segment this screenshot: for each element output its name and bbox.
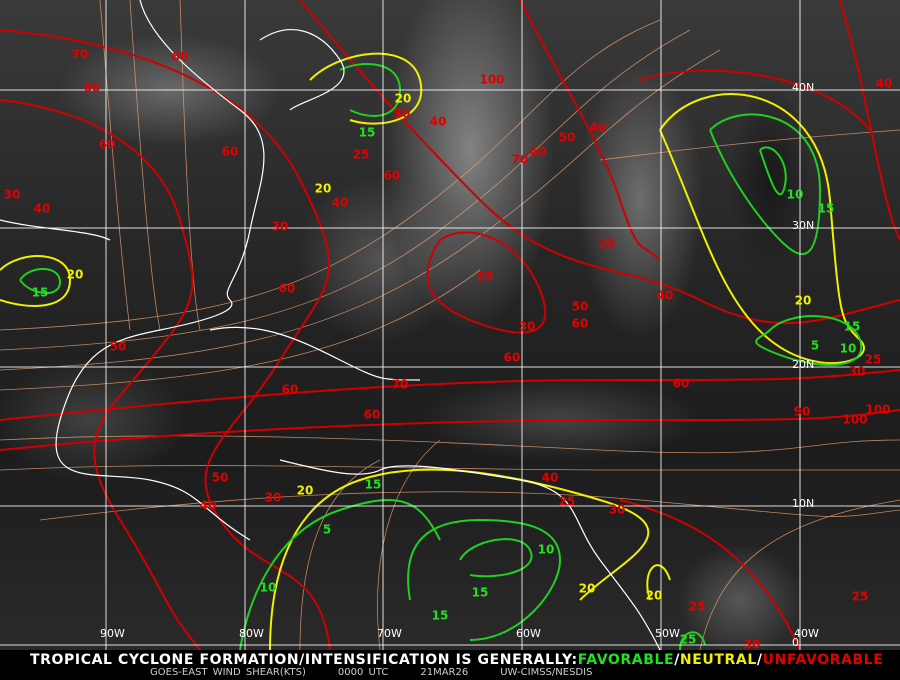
coastlines — [0, 0, 661, 650]
contour-label: 50 — [559, 131, 576, 145]
contour-label: 20 — [579, 582, 596, 596]
contour-label: 30 — [394, 107, 411, 121]
contour-label: 100 — [842, 413, 867, 427]
contour-label: 40 — [876, 77, 893, 91]
contour-label: 60 — [84, 81, 101, 95]
legend-unfavorable: UNFAVORABLE — [762, 652, 884, 668]
contour-label: 15 — [32, 286, 49, 300]
longitude-label: 60W — [516, 627, 541, 640]
contour-label: 90 — [794, 405, 811, 419]
longitude-label: 50W — [655, 627, 680, 640]
contour-label: 15 — [844, 320, 861, 334]
graticule: 40N 30N 20N 10N 0 90W 80W 70W 60W 50W 40W — [0, 0, 900, 650]
product: GOES-EAST WIND SHEAR(KTS) — [150, 667, 306, 678]
time: 0000 UTC — [337, 667, 389, 678]
contour-label: 60 — [384, 169, 401, 183]
legend-prefix: TROPICAL CYCLONE FORMATION/INTENSIFICATI… — [30, 652, 578, 668]
contour-label: 30 — [265, 491, 282, 505]
contour-label: 25 — [559, 495, 576, 509]
legend-line: TROPICAL CYCLONE FORMATION/INTENSIFICATI… — [30, 652, 883, 668]
satellite-image — [0, 0, 900, 650]
contour-label: 25 — [599, 237, 616, 251]
legend-separator: / — [756, 652, 763, 668]
contour-label: 10 — [260, 581, 277, 595]
source: UW-CIMSS/NESDIS — [500, 667, 593, 678]
contour-label: 25 — [353, 148, 370, 162]
contour-label: 100 — [865, 403, 890, 417]
contour-label: 70 — [72, 48, 89, 62]
contour-label: 70 — [512, 153, 529, 167]
contour-label: 25 — [852, 590, 869, 604]
legend-neutral: NEUTRAL — [679, 652, 757, 668]
latitude-label: 20N — [792, 358, 814, 371]
contour-label: 60 — [673, 377, 690, 391]
contour-label: 30 — [4, 188, 21, 202]
contour-label: 60 — [364, 408, 381, 422]
contour-label: 60 — [279, 282, 296, 296]
contour-label: 40 — [34, 202, 51, 216]
contour-label: 30 — [519, 320, 536, 334]
longitude-label: 80W — [239, 627, 264, 640]
contour-label: 20 — [395, 92, 412, 106]
contour-label: 60 — [99, 138, 116, 152]
legend-separator: / — [674, 652, 680, 668]
contour-label: 50 — [110, 340, 127, 354]
contour-label: 60 — [504, 351, 521, 365]
longitude-label: 70W — [377, 627, 402, 640]
contour-label: 40 — [332, 196, 349, 210]
contour-label: 10 — [538, 543, 555, 557]
product-info: GOES-EAST WIND SHEAR(KTS) 0000 UTC 21MAR26… — [150, 667, 624, 678]
contour-label: 20 — [646, 589, 663, 603]
contour-label: 10 — [787, 188, 804, 202]
contour-label: 60 — [172, 50, 189, 64]
contour-label: 15 — [359, 126, 376, 140]
contour-label: 25 — [689, 600, 706, 614]
latitude-label: 0 — [792, 636, 799, 649]
contour-label: 20 — [795, 294, 812, 308]
contour-label: 60 — [572, 317, 589, 331]
contour-label: 25 — [865, 353, 882, 367]
contour-label: 15 — [472, 586, 489, 600]
streamlines — [0, 0, 900, 650]
contour-label: 60 — [222, 145, 239, 159]
contour-label: 60 — [282, 383, 299, 397]
contour-label: 50 — [212, 471, 229, 485]
contour-label: 50 — [572, 300, 589, 314]
contour-label: 20 — [67, 268, 84, 282]
longitude-label: 90W — [100, 627, 125, 640]
latitude-label: 10N — [792, 497, 814, 510]
contour-label: 30 — [744, 638, 761, 651]
contour-label: 30 — [849, 365, 866, 379]
contour-label: 30 — [609, 503, 626, 517]
contour-label: 40 — [430, 115, 447, 129]
contour-label: 70 — [392, 378, 409, 392]
contour-label: 30 — [272, 220, 289, 234]
date: 21MAR26 — [420, 667, 469, 678]
legend-favorable: FAVORABLE — [577, 652, 675, 668]
contour-label: 10 — [840, 342, 857, 356]
contour-label: 20 — [297, 484, 314, 498]
contour-label: 25 — [680, 633, 697, 647]
contour-label: 15 — [365, 478, 382, 492]
contour-label: 20 — [315, 182, 332, 196]
latitude-label: 40N — [792, 81, 814, 94]
longitude-label: 40W — [794, 627, 819, 640]
contour-label: 40 — [657, 289, 674, 303]
contour-label: 5 — [811, 339, 819, 353]
contour-label: 40 — [200, 499, 217, 513]
contour-label: 60 — [530, 145, 547, 159]
contour-label: 40 — [590, 121, 607, 135]
contour-label: 100 — [479, 73, 504, 87]
contours — [0, 0, 900, 650]
contour-label: 15 — [818, 202, 835, 216]
contour-label: 40 — [542, 471, 559, 485]
contour-label: 15 — [432, 609, 449, 623]
contour-label: 25 — [477, 270, 494, 284]
latitude-label: 30N — [792, 219, 814, 232]
contour-label: 5 — [323, 523, 331, 537]
footer: TROPICAL CYCLONE FORMATION/INTENSIFICATI… — [0, 650, 900, 680]
